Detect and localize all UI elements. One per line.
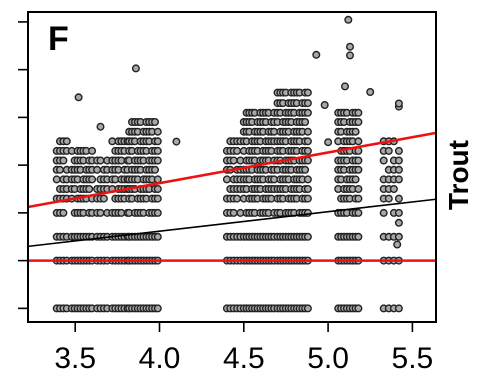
data-point (303, 137, 312, 146)
data-point (354, 108, 363, 117)
data-point (384, 194, 393, 203)
data-point (303, 184, 312, 193)
data-point (303, 88, 312, 97)
outlier-point (324, 138, 333, 147)
outlier-point (366, 87, 375, 96)
data-point (62, 137, 71, 146)
data-point (99, 194, 108, 203)
data-point (88, 175, 97, 184)
x-axis-ticks: 3.5 4.0 4.5 5.0 5.5 (54, 322, 433, 375)
data-point (394, 304, 403, 313)
outlier-point (341, 82, 350, 91)
data-point (379, 156, 388, 165)
data-point (303, 146, 312, 155)
data-point (303, 127, 312, 136)
data-point (354, 194, 363, 203)
outlier-point (312, 50, 321, 59)
regression-lines (27, 131, 437, 262)
panel-letter: F (48, 20, 69, 58)
outlier-point (96, 122, 105, 131)
data-point (153, 146, 162, 155)
fit-line-1 (27, 131, 437, 209)
outlier-point (131, 64, 140, 73)
outlier-point (394, 99, 403, 108)
x-tick-label: 5.0 (307, 342, 349, 375)
data-point (394, 232, 403, 241)
data-point (233, 194, 242, 203)
data-point (301, 117, 310, 126)
data-point (351, 127, 360, 136)
y-axis-ticks (18, 21, 28, 310)
data-point (394, 146, 403, 155)
data-point (88, 146, 97, 155)
data-point (52, 175, 61, 184)
data-point (153, 156, 162, 165)
data-point (85, 184, 94, 193)
x-tick-label: 4.0 (139, 342, 181, 375)
data-point (96, 208, 105, 217)
data-point (153, 232, 162, 241)
data-point (303, 232, 312, 241)
data-points (52, 15, 403, 313)
data-point (354, 117, 363, 126)
data-point (384, 146, 393, 155)
data-point (153, 184, 162, 193)
data-point (303, 108, 312, 117)
data-point (303, 304, 312, 313)
data-point (229, 156, 238, 165)
outlier-point (346, 51, 355, 60)
outlier-point (394, 218, 403, 227)
data-point (354, 165, 363, 174)
outlier-point (172, 137, 181, 146)
data-point (303, 156, 312, 165)
outlier-point (320, 100, 329, 109)
data-point (394, 208, 403, 217)
data-point (153, 127, 162, 136)
data-point (379, 208, 388, 217)
data-point (354, 137, 363, 146)
data-point (301, 165, 310, 174)
data-point (394, 175, 403, 184)
data-point (150, 117, 159, 126)
data-point (56, 165, 65, 174)
data-point (229, 208, 238, 217)
data-point (354, 304, 363, 313)
data-point (351, 175, 360, 184)
data-point (153, 208, 162, 217)
data-point (354, 232, 363, 241)
outlier-point (393, 240, 402, 249)
plot-frame (27, 11, 437, 323)
data-point (59, 156, 68, 165)
data-point (303, 99, 312, 108)
data-point (303, 208, 312, 217)
data-point (93, 165, 102, 174)
fit-line-2 (27, 198, 437, 248)
data-point (59, 208, 68, 217)
data-point (354, 184, 363, 193)
data-point (150, 165, 159, 174)
data-point (303, 194, 312, 203)
data-point (233, 146, 242, 155)
data-point (222, 175, 231, 184)
x-tick-label: 5.5 (392, 342, 434, 375)
outlier-point (346, 42, 355, 51)
data-point (153, 304, 162, 313)
data-point (394, 156, 403, 165)
data-point (153, 194, 162, 203)
side-label: Trout (443, 140, 474, 210)
data-point (153, 137, 162, 146)
data-point (394, 194, 403, 203)
data-point (303, 175, 312, 184)
data-point (389, 184, 398, 193)
x-tick-label: 3.5 (54, 342, 96, 375)
outlier-point (344, 15, 353, 24)
data-point (354, 208, 363, 217)
x-tick-label: 4.5 (223, 342, 265, 375)
data-point (394, 165, 403, 174)
data-point (96, 156, 105, 165)
outlier-point (74, 93, 83, 102)
data-point (354, 156, 363, 165)
